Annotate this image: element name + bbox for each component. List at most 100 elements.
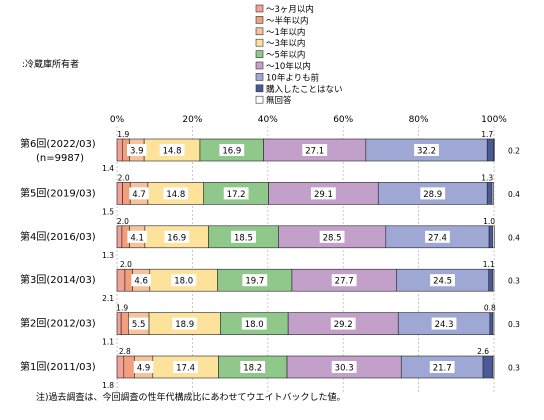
data-label: 1.9 xyxy=(117,130,129,139)
data-label: 2.1 xyxy=(102,294,114,303)
data-label: 1.1 xyxy=(102,338,114,347)
data-label: 18.2 xyxy=(243,364,262,374)
legend-label: ～1年以内 xyxy=(266,27,305,38)
data-label-box xyxy=(171,274,197,287)
bar-segment xyxy=(488,268,494,292)
legend-swatch xyxy=(255,95,264,104)
bars xyxy=(116,138,495,379)
legend-swatch xyxy=(255,50,264,58)
data-label: 30.3 xyxy=(335,364,354,374)
data-label: 0.3 xyxy=(508,277,520,286)
data-label-box xyxy=(240,361,266,373)
data-label: 29.2 xyxy=(334,320,353,330)
data-label: 2.0 xyxy=(118,173,130,182)
legend-label: ～3年以内 xyxy=(266,38,305,49)
data-label: 2.0 xyxy=(120,260,132,269)
data-label: 29.1 xyxy=(314,190,333,200)
data-label: 1.4 xyxy=(102,164,114,173)
data-label-box xyxy=(231,230,256,243)
data-label-box xyxy=(164,230,190,243)
data-label: 0.2 xyxy=(508,147,520,156)
data-label: 0.3 xyxy=(508,364,520,373)
data-label-box xyxy=(331,361,357,373)
data-label-box xyxy=(311,187,336,200)
data-label: 1.0 xyxy=(483,217,495,226)
data-label: 17.2 xyxy=(227,190,246,200)
bar-segment xyxy=(491,182,494,205)
legend-swatch xyxy=(255,16,264,24)
data-label-box xyxy=(131,274,151,287)
legend-swatch xyxy=(255,61,264,70)
data-label-box xyxy=(241,317,267,330)
x-tick-label: 20% xyxy=(182,115,202,125)
data-label: 14.8 xyxy=(163,147,182,157)
data-label: 4.1 xyxy=(130,233,144,243)
legend-swatch xyxy=(255,4,264,13)
data-label: 0.4 xyxy=(508,233,520,242)
data-label-box xyxy=(163,187,189,200)
data-label-box xyxy=(219,144,245,156)
bar-segment xyxy=(120,312,129,335)
data-label-box xyxy=(129,187,149,200)
data-label: 27.7 xyxy=(335,277,354,287)
data-label-box xyxy=(159,144,185,156)
data-label-box xyxy=(429,361,455,373)
data-label-box xyxy=(331,274,357,287)
category-label: 第2回(2012/03) xyxy=(20,317,96,330)
data-label: 0.3 xyxy=(508,320,520,329)
data-label: 0.4 xyxy=(508,190,520,199)
bar-segment xyxy=(492,312,495,335)
legend-label: ～3ヶ月以内 xyxy=(266,4,314,15)
data-label-box xyxy=(128,317,149,330)
data-label-box xyxy=(430,274,455,287)
legend-label: ～半年以内 xyxy=(266,15,309,26)
bar-segment xyxy=(489,312,494,335)
chart-subtitle: :冷蔵庫所有者 xyxy=(22,58,79,70)
data-label-box xyxy=(172,317,198,330)
category-label: 第6回(2022/03) xyxy=(20,137,96,150)
bar-segment xyxy=(116,138,123,162)
data-label: 1.9 xyxy=(116,304,128,313)
category-label: 第4回(2016/03) xyxy=(20,230,96,243)
data-label: 32.2 xyxy=(417,147,436,157)
data-label: 1.5 xyxy=(102,207,114,216)
data-label: 16.9 xyxy=(222,147,241,157)
category-labels: 第6回(2022/03) (n=9987) 第5回(2019/03) 第4回(2016… xyxy=(20,137,96,373)
data-label: 14.8 xyxy=(166,190,185,200)
bar-segment xyxy=(116,182,123,205)
bar-segment xyxy=(116,268,126,292)
data-label: 18.0 xyxy=(245,320,264,330)
grid xyxy=(116,126,495,392)
data-label: 19.7 xyxy=(245,277,264,287)
legend-label: 無回答 xyxy=(266,95,292,106)
data-label-box xyxy=(126,144,147,156)
data-labels: 1.41.93.9 14.8 16.9 27.1 32.21.70.21.52.04.7… xyxy=(102,130,520,390)
data-label: 28.5 xyxy=(323,233,342,243)
legend-swatch xyxy=(255,27,264,36)
data-label: 1.1 xyxy=(483,260,495,269)
x-tick-label: 0% xyxy=(110,115,125,125)
bar-segment xyxy=(123,355,135,379)
category-label: 第1回(2011/03) xyxy=(20,360,96,373)
bar-segment xyxy=(492,225,495,249)
legend-label: 10年よりも前 xyxy=(266,72,320,83)
bar-segment xyxy=(486,138,494,162)
legend-label: ～10年以内 xyxy=(266,61,311,72)
data-label: 16.9 xyxy=(167,233,186,243)
legend-label: ～5年以内 xyxy=(266,50,305,61)
bar-segment xyxy=(492,268,495,292)
data-label-box xyxy=(425,230,450,243)
data-label: 21.7 xyxy=(433,364,452,374)
data-label: 18.9 xyxy=(175,320,194,330)
data-label-box xyxy=(420,187,446,200)
legend-swatch xyxy=(255,84,264,93)
data-label-box xyxy=(173,361,199,373)
data-label-box xyxy=(127,230,147,243)
data-label-box xyxy=(319,230,345,243)
data-label: 4.6 xyxy=(134,277,148,287)
bar-segment xyxy=(122,182,131,205)
legend: ～3ヶ月以内～半年以内～1年以内～3年以内～5年以内～10年以内10年よりも前購… xyxy=(255,4,343,106)
bar-segment xyxy=(486,182,493,205)
data-label: 2.6 xyxy=(477,347,489,356)
data-label-box xyxy=(302,144,328,156)
